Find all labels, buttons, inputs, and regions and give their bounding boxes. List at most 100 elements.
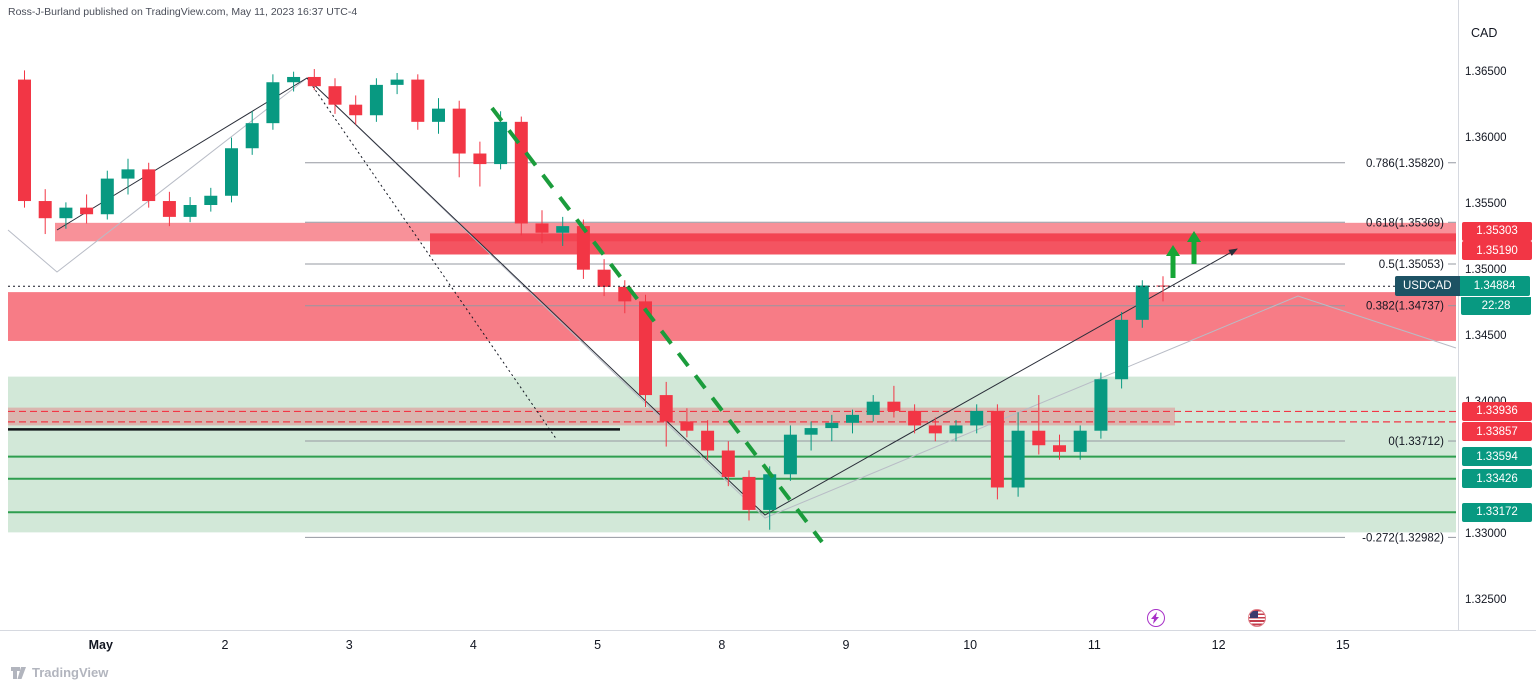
time-tick-11: 11 [1087,638,1101,652]
candle-body [432,108,445,122]
price-tick: 1.35000 [1465,264,1507,276]
candle-body [142,169,156,202]
candle-body [369,84,383,116]
candle-body [763,474,777,510]
candle-body [494,121,508,165]
candle-body [846,414,859,423]
support-price-badge: 1.33172 [1462,502,1532,522]
price-tick: 1.33000 [1465,528,1507,540]
descending-dashed-trendline [490,106,824,544]
price-axis[interactable]: CAD 1.36500 1.36000 1.35500 1.35000 1.34500 1… [1458,0,1536,630]
currency-label: CAD [1471,26,1498,40]
price-tick: 1.34500 [1465,330,1507,342]
time-tick-4: 4 [469,638,477,652]
candle-body [59,207,73,219]
candle-body [162,201,176,217]
fib-level-label: -0.272(1.32982) [1362,532,1444,544]
time-tick-8: 8 [718,638,726,652]
candle-body [473,153,487,165]
candle-body [908,410,922,426]
candle-body [556,226,570,233]
candle-body [514,121,528,224]
economic-event-icon[interactable] [1147,609,1165,627]
candle-body [949,425,963,434]
fib-level-label: 0.786(1.35820) [1366,158,1444,170]
attribution-text: Ross-J-Burland published on TradingView.… [8,6,358,18]
resistance-price-badge: 1.33936 [1462,401,1532,421]
resistance-zone-upper-b [430,233,1456,255]
time-axis[interactable]: May 2 3 4 5 8 9 10 11 12 15 [0,630,1536,661]
symbol-price-value: 1.34884 [1459,276,1530,297]
candle-body [576,226,590,270]
candle-body [783,434,797,475]
candle-body [411,79,425,122]
time-tick-10: 10 [963,638,978,652]
candle-body [1073,430,1087,452]
candle-countdown-badge: 22:28 [1461,296,1531,315]
candle-body [349,104,363,116]
resistance-price-badge: 1.35190 [1462,241,1532,261]
tradingview-watermark[interactable]: TradingView [10,664,108,681]
time-tick-3: 3 [345,638,353,652]
candle-body [121,169,135,179]
candle-body [225,148,238,196]
candle-body [659,395,673,422]
candle-body [535,223,549,233]
candle-body [452,108,466,154]
resistance-zone-mid [8,292,1456,341]
lightning-icon [1151,612,1159,624]
chart-canvas[interactable]: 0.786(1.35820) 0.618(1.35369) 0.5(1.35053)… [0,0,1536,630]
candle-body [866,401,880,415]
candle-body [287,76,301,83]
price-tick: 1.35500 [1465,198,1507,210]
candle-body [204,195,218,205]
support-price-badge: 1.33594 [1462,447,1532,467]
time-tick-12: 12 [1211,638,1226,652]
candle-body [266,82,280,124]
candle-body [990,410,1004,488]
demand-band [8,407,1175,426]
candle-body [18,79,31,202]
zigzag-dark [56,77,1238,516]
candle-body [825,422,839,429]
candle-body [970,410,984,426]
candle-body [887,401,901,411]
price-tick: 1.36000 [1465,132,1507,144]
flag-canton [1250,611,1258,618]
candle-body [680,421,694,431]
candle-body [328,86,342,105]
candle-body [1053,445,1066,452]
watermark-label: TradingView [32,665,109,680]
time-tick-5: 5 [594,638,602,652]
fib-level-label: 0(1.33712) [1388,436,1444,448]
candle-body [701,430,715,451]
candle-body [307,76,321,87]
candle-body [183,205,197,217]
resistance-price-badge: 1.33857 [1462,422,1532,442]
dotted-projection-line [306,77,558,441]
candle-body [1115,319,1129,380]
fib-level-label: 0.618(1.35369) [1366,217,1444,229]
candle-body [721,450,735,477]
up-arrow-head [1187,231,1201,242]
candle-body [1094,379,1108,431]
symbol-label: USDCAD [1395,276,1460,297]
zigzag-light [7,77,1457,519]
fib-level-label: 0.382(1.34737) [1366,301,1444,313]
candle-body [928,425,942,434]
candle-body [639,301,652,396]
us-flag-event-icon[interactable] [1248,609,1266,627]
candle-body [1135,285,1149,320]
candle-body [80,207,94,215]
candle-body [38,201,52,219]
time-tick-2: 2 [221,638,229,652]
candle-body [742,476,756,510]
time-tick-15: 15 [1335,638,1350,652]
candle-body [1032,430,1046,446]
time-tick-May: May [88,638,113,652]
support-price-badge: 1.33426 [1462,469,1532,489]
price-tick: 1.32500 [1465,594,1507,606]
tradingview-logo-icon [11,667,26,679]
symbol-price-badge: USDCAD 1.34884 [1395,276,1530,297]
